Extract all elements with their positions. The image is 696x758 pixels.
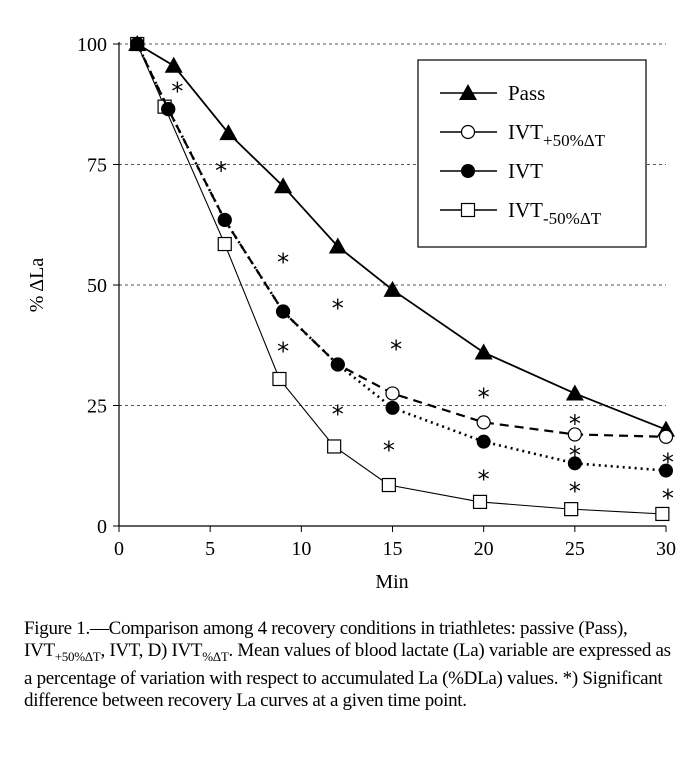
- series-group: [128, 35, 675, 522]
- legend-label: IVT: [508, 159, 543, 183]
- caption-text-3: . Mean values of blood lactate (La) vari…: [24, 640, 671, 711]
- significance-asterisk: *: [478, 383, 490, 411]
- significance-asterisk: *: [277, 248, 289, 276]
- data-point: [659, 463, 673, 478]
- legend-label-sub: +50%ΔT: [543, 131, 606, 150]
- legend-box: [417, 59, 647, 248]
- y-tick-label: 0: [97, 516, 107, 538]
- data-point: [217, 212, 232, 227]
- caption-sub-1: +50%ΔT: [54, 648, 101, 664]
- significance-asterisk: *: [569, 441, 581, 469]
- y-tick-label: 50: [87, 275, 107, 297]
- data-point: [658, 429, 674, 444]
- significance-asterisk: *: [332, 294, 344, 322]
- data-point: [274, 177, 293, 194]
- x-tick-label: 20: [474, 538, 494, 560]
- data-point: [567, 427, 582, 442]
- x-tick-label: 10: [291, 538, 311, 560]
- caption-text-2: , IVT, D) IVT: [100, 640, 203, 661]
- data-point: [217, 236, 232, 252]
- significance-asterisk: *: [383, 436, 395, 464]
- significance-asterisk: *: [478, 465, 490, 493]
- legend-marker: [460, 124, 476, 140]
- data-point: [327, 439, 342, 454]
- legend-label-sub: -50%ΔT: [543, 209, 602, 228]
- data-point: [564, 502, 579, 517]
- significance-asterisk: *: [662, 485, 674, 513]
- data-point: [472, 494, 488, 509]
- legend-label: IVT+50%ΔT: [508, 120, 606, 150]
- data-point: [567, 456, 582, 471]
- x-tick-label: 15: [383, 538, 403, 560]
- gridlines: [119, 43, 666, 406]
- legend-label-main: IVT: [508, 198, 543, 222]
- data-point: [272, 371, 287, 387]
- significance-asterisk: *: [662, 449, 674, 477]
- y-tick-label: 25: [87, 396, 107, 418]
- significance-asterisk: *: [277, 338, 289, 366]
- data-point: [164, 56, 183, 73]
- data-point: [383, 280, 402, 297]
- data-point: [385, 386, 400, 401]
- data-point: [381, 477, 396, 493]
- data-point: [219, 124, 238, 141]
- data-point: [655, 506, 670, 522]
- data-point: [474, 343, 493, 360]
- series-ivt: [130, 37, 673, 478]
- chart: 0 25 50 75 100 0 5 10 15 20 25 30 * * * * * * * * * * * * * * * P…: [26, 34, 676, 593]
- legend-label-main: IVT: [508, 159, 543, 183]
- legend-label: IVT-50%ΔT: [508, 198, 602, 228]
- figure-caption: Figure 1.—Comparison among 4 recovery co…: [24, 618, 672, 712]
- x-tick-label: 25: [565, 538, 585, 560]
- x-tick-label: 5: [205, 538, 215, 560]
- significance-asterisk: *: [569, 410, 581, 438]
- legend-label-main: Pass: [508, 81, 545, 105]
- legend-marker: [460, 202, 476, 218]
- x-axis-label: Min: [375, 571, 408, 593]
- data-point: [385, 400, 400, 415]
- y-axis-label: % ΔLa: [26, 258, 48, 313]
- data-point: [130, 37, 145, 51]
- significance-asterisk: *: [215, 157, 227, 185]
- x-tick-label: 30: [656, 538, 676, 560]
- data-point: [328, 237, 347, 254]
- legend-label-main: IVT: [508, 120, 543, 144]
- legend-marker: [459, 84, 477, 100]
- data-point: [476, 415, 491, 430]
- data-point: [276, 304, 291, 319]
- significance-annotations: * * * * * * * * * * * * * * *: [171, 77, 673, 512]
- significance-asterisk: *: [332, 400, 344, 428]
- data-point: [565, 384, 584, 401]
- data-point: [161, 102, 176, 117]
- significance-asterisk: *: [569, 477, 581, 505]
- legend-label: Pass: [508, 81, 545, 105]
- legend-marker: [461, 164, 475, 178]
- data-point: [476, 434, 491, 449]
- significance-asterisk: *: [390, 335, 402, 363]
- caption-sub-2: %ΔT: [202, 648, 229, 664]
- y-tick-label: 75: [87, 155, 107, 177]
- caption-text-1: Figure 1.—Comparison among 4 recovery co…: [24, 618, 628, 661]
- significance-asterisk: *: [171, 77, 183, 105]
- data-point: [330, 357, 345, 372]
- x-tick-label: 0: [114, 538, 124, 560]
- axes: 0 25 50 75 100 0 5 10 15 20 25 30: [77, 34, 676, 560]
- y-tick-label: 100: [77, 34, 107, 56]
